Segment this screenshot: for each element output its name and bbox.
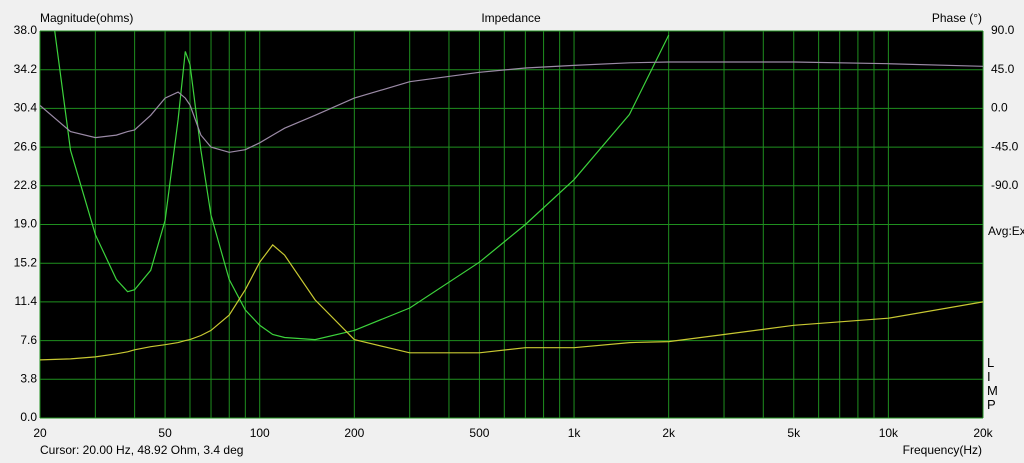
x-tick-label: 10k bbox=[879, 426, 899, 440]
series-line bbox=[40, 244, 983, 361]
y-tick-label: 3.8 bbox=[20, 371, 37, 385]
x-tick-label: 1k bbox=[568, 426, 582, 440]
x-tick-label: 100 bbox=[250, 426, 270, 440]
y-tick-label: 26.6 bbox=[14, 139, 38, 153]
x-tick-label: 200 bbox=[344, 426, 364, 440]
x-tick-label: 500 bbox=[469, 426, 489, 440]
y2-tick-label: 90.0 bbox=[991, 23, 1015, 37]
chart-title: Impedance bbox=[481, 11, 541, 25]
x-tick-label: 20k bbox=[973, 426, 993, 440]
x-tick-label: 2k bbox=[662, 426, 676, 440]
y2-axis-label: Phase (°) bbox=[932, 11, 982, 25]
y-tick-label: 11.4 bbox=[15, 294, 38, 308]
series-line bbox=[40, 61, 983, 153]
average-label: Avg:Ex bbox=[988, 224, 1024, 238]
y2-tick-label: -45.0 bbox=[991, 139, 1019, 153]
y-tick-label: 34.2 bbox=[14, 62, 38, 76]
y-tick-label: 22.8 bbox=[14, 178, 38, 192]
y-tick-label: 0.0 bbox=[20, 410, 37, 424]
y2-tick-label: 0.0 bbox=[991, 101, 1008, 115]
x-tick-label: 20 bbox=[33, 426, 47, 440]
y-tick-label: 38.0 bbox=[14, 23, 38, 37]
series-line bbox=[54, 31, 670, 341]
y-tick-label: 7.6 bbox=[20, 333, 37, 347]
y-tick-label: 30.4 bbox=[14, 101, 38, 115]
y-axis-label: Magnitude(ohms) bbox=[40, 11, 133, 25]
brand: LIMP bbox=[987, 355, 998, 412]
y2-tick-label: 45.0 bbox=[991, 62, 1015, 76]
y-tick-label: 15.2 bbox=[14, 255, 38, 269]
x-tick-label: 50 bbox=[158, 426, 172, 440]
x-tick-label: 5k bbox=[787, 426, 801, 440]
x-axis-label: Frequency(Hz) bbox=[903, 443, 982, 457]
cursor-readout: Cursor: 20.00 Hz, 48.92 Ohm, 3.4 deg bbox=[40, 443, 243, 457]
y2-tick-label: -90.0 bbox=[991, 178, 1019, 192]
y-tick-label: 19.0 bbox=[14, 217, 38, 231]
